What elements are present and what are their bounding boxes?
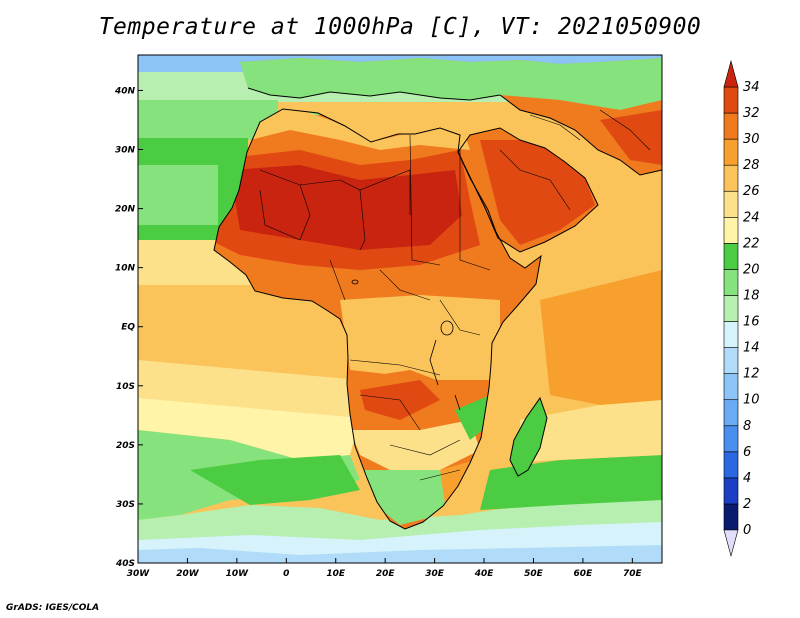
lat-tick-label: 40S bbox=[115, 559, 135, 569]
colorbar-segment bbox=[723, 269, 739, 296]
lon-tick-label: 70E bbox=[623, 569, 643, 579]
colorbar-label: 32 bbox=[743, 106, 760, 121]
coastlines bbox=[213, 87, 663, 530]
colorbar-label: 12 bbox=[743, 367, 760, 382]
lon-tick-label: 20E bbox=[376, 569, 396, 579]
map-title: Temperature at 1000hPa [C], VT: 20210509… bbox=[98, 14, 702, 40]
colorbar-label: 4 bbox=[743, 471, 751, 486]
colorbar-segment bbox=[723, 347, 739, 374]
lakes bbox=[351, 279, 461, 411]
colorbar-label: 0 bbox=[743, 523, 751, 538]
colorbar-label: 24 bbox=[743, 210, 760, 225]
colorbar-segment bbox=[723, 399, 739, 427]
lon-tick-label: 50E bbox=[524, 569, 544, 579]
colorbar-segment bbox=[723, 477, 739, 505]
colorbar-segment bbox=[723, 138, 739, 166]
colorbar-label: 30 bbox=[743, 132, 760, 147]
lat-tick-label: EQ bbox=[121, 323, 135, 333]
colorbar-segment bbox=[723, 425, 739, 453]
colorbar-segment bbox=[723, 295, 739, 322]
colorbar-segment bbox=[723, 216, 739, 244]
colorbar-segment bbox=[723, 243, 739, 270]
lat-tick-label: 30S bbox=[116, 500, 135, 510]
credit-label: GrADS: IGES/COLA bbox=[6, 603, 100, 613]
colorbar-label: 22 bbox=[743, 236, 760, 251]
colorbar-segment bbox=[723, 164, 739, 192]
colorbar-segment bbox=[723, 503, 739, 531]
lon-tick-label: 30E bbox=[425, 569, 445, 579]
lon-tick-label: 10W bbox=[226, 569, 250, 579]
colorbar-label: 26 bbox=[743, 184, 760, 199]
lat-tick-label: 40N bbox=[114, 86, 136, 96]
colorbar-label: 18 bbox=[743, 288, 760, 303]
colorbar-under-arrow bbox=[723, 529, 739, 558]
colorbar-segment bbox=[723, 86, 739, 114]
colorbar-label: 28 bbox=[743, 158, 760, 173]
lon-tick-label: 20W bbox=[176, 569, 200, 579]
lon-tick-label: 10E bbox=[326, 569, 346, 579]
colorbar-label: 34 bbox=[743, 80, 760, 95]
country-borders bbox=[259, 109, 651, 481]
latitude-ticks: 40N 30N 20N 10N EQ 10S 20S 30S 40S bbox=[114, 86, 143, 569]
colorbar-label: 10 bbox=[743, 393, 760, 408]
colorbar-segment bbox=[723, 190, 739, 218]
colorbar-label: 20 bbox=[743, 262, 760, 277]
lon-tick-label: 30W bbox=[127, 569, 151, 579]
lat-tick-label: 10S bbox=[116, 382, 135, 392]
colorbar-label: 6 bbox=[743, 445, 751, 460]
colorbar-segment bbox=[723, 321, 739, 348]
lat-tick-label: 10N bbox=[115, 264, 136, 274]
colorbar-label: 8 bbox=[743, 419, 751, 434]
longitude-ticks: 30W 20W 10W 0 10E 20E 30E 40E 50E 60E 70E bbox=[127, 558, 643, 579]
colorbar-label: 2 bbox=[743, 497, 751, 512]
colorbar-segment bbox=[723, 112, 739, 140]
map-frame bbox=[137, 54, 663, 564]
lat-tick-label: 20S bbox=[116, 441, 135, 451]
lon-tick-label: 40E bbox=[474, 569, 495, 579]
colorbar-label: 14 bbox=[743, 341, 760, 356]
colorbar-segment bbox=[723, 373, 739, 401]
colorbar-label: 16 bbox=[743, 315, 760, 330]
lat-tick-label: 20N bbox=[115, 205, 136, 215]
colorbar-segment bbox=[723, 451, 739, 479]
lon-tick-label: 0 bbox=[283, 569, 289, 579]
lon-tick-label: 60E bbox=[574, 569, 594, 579]
lat-tick-label: 30N bbox=[115, 146, 136, 156]
colorbar-over-arrow bbox=[723, 59, 739, 88]
